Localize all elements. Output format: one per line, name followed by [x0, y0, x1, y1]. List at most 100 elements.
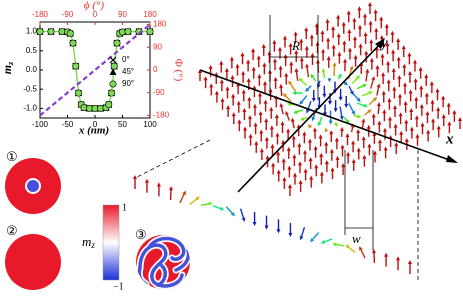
spin-arrow-head	[258, 110, 263, 115]
spin-arrow-head	[396, 37, 401, 42]
spin-arrow-head	[219, 206, 225, 211]
x2-tick-label: 180	[143, 10, 157, 19]
spin-arrow-head	[195, 196, 200, 201]
spin-arrow-head	[299, 57, 304, 62]
spin-arrow-head	[264, 225, 269, 230]
spin-arrow	[225, 206, 234, 215]
spin-arrow	[284, 94, 292, 102]
spin-arrow-head	[241, 89, 246, 94]
spin-arrow	[169, 189, 172, 201]
spin-arrow-head	[372, 131, 377, 136]
spin-arrow-head	[265, 155, 270, 160]
spin-arrow-head	[320, 30, 325, 35]
spin-arrow-head	[209, 83, 214, 88]
spin-arrow-head	[356, 147, 361, 152]
marker-circle	[108, 89, 116, 97]
spin-arrow-head	[358, 24, 362, 29]
spin-arrow	[292, 120, 295, 129]
spin-arrow-head	[318, 134, 323, 139]
spin-arrow-head	[368, 20, 373, 25]
spin-arrow-head	[357, 114, 362, 119]
spin-arrow-head	[345, 119, 350, 124]
spin-arrow-head	[256, 55, 261, 60]
spin-arrow-head	[305, 63, 310, 68]
spin-arrow-head	[294, 49, 299, 54]
spin-arrow-head	[182, 190, 186, 196]
spin-arrow-head	[368, 91, 373, 95]
spin-arrow-head	[377, 120, 382, 125]
spin-arrow-head	[305, 87, 310, 92]
axis-y-label: y	[379, 35, 388, 51]
spin-arrow-head	[383, 127, 387, 132]
colorbar-label-main: m	[82, 234, 91, 249]
spin-arrow-head	[386, 60, 391, 65]
spin-arrow-head	[329, 148, 334, 153]
spin-arrow-head	[336, 14, 341, 19]
x2-tick-label: -90	[62, 10, 74, 19]
spin-arrow-head	[352, 17, 357, 22]
colorbar-label-sub: z	[90, 240, 95, 250]
spin-arrow-head	[262, 62, 267, 67]
spin-arrow-head	[384, 252, 389, 257]
spin-arrow-head	[286, 128, 291, 133]
spin-arrow	[339, 106, 343, 118]
spin-arrow-head	[436, 125, 441, 130]
spin-arrow-head	[409, 108, 414, 112]
spin-arrow-head	[220, 97, 225, 102]
spin-arrow-head	[253, 122, 258, 127]
spin-arrow-head	[264, 136, 269, 141]
spin-arrow-head	[246, 59, 251, 64]
spin-arrow-head	[426, 129, 431, 134]
spin-arrow-head	[361, 136, 366, 141]
spin-arrow-head	[208, 64, 213, 69]
spin-arrow-head	[303, 149, 307, 154]
spin-arrow-head	[376, 102, 381, 107]
spin-arrow-head	[401, 45, 406, 50]
spin-arrow-head	[378, 139, 382, 144]
spin-arrow-head	[343, 81, 348, 86]
spin-arrow-head	[270, 143, 275, 148]
spin-arrow-head	[351, 110, 355, 116]
marker-circle	[72, 62, 80, 70]
spin-arrow	[306, 66, 310, 78]
spin-arrow-head	[230, 212, 235, 217]
spin-arrow-head	[355, 75, 361, 80]
spin-arrow-head	[353, 36, 357, 41]
spin-arrow-head	[363, 103, 368, 108]
spin-arrow-head	[446, 102, 451, 107]
spin-arrow-head	[247, 96, 252, 101]
spin-arrow-head	[309, 175, 314, 180]
colorbar-max: 1	[122, 202, 127, 213]
spin-arrow	[352, 93, 360, 101]
spin-arrow-head	[242, 107, 247, 112]
spin-arrow	[333, 65, 336, 77]
spin-arrow-head	[329, 130, 334, 135]
spin-arrow	[239, 208, 245, 220]
marker-circle	[105, 101, 113, 109]
spin-arrow-head	[381, 90, 386, 95]
legend-label: 0°	[122, 55, 130, 64]
spin-arrow-head	[367, 143, 372, 148]
y-tick-label: 0.5	[26, 46, 38, 55]
spin-arrow	[179, 193, 186, 204]
spin-arrow-head	[321, 48, 326, 53]
spin-arrow-head	[299, 38, 304, 43]
spin-arrow-head	[419, 103, 424, 108]
spin-arrow	[373, 251, 376, 263]
spin-arrow	[289, 82, 297, 92]
spin-arrow-head	[287, 165, 292, 170]
spin-arrow-head	[364, 50, 369, 55]
spin-arrow-head	[379, 16, 384, 21]
spin-arrow-head	[283, 35, 287, 40]
spin-arrow-head	[353, 54, 358, 59]
spin-arrow	[348, 102, 355, 113]
spin-arrow-head	[346, 10, 351, 15]
spin-arrow	[318, 116, 323, 124]
spin-arrow-head	[273, 58, 277, 63]
spin-arrow-head	[226, 104, 231, 109]
spin-arrow	[323, 238, 333, 243]
spin-arrow-head	[203, 76, 208, 81]
spin-arrow-head	[259, 129, 264, 134]
spin-arrow-head	[408, 260, 412, 264]
width-marker	[344, 150, 374, 250]
